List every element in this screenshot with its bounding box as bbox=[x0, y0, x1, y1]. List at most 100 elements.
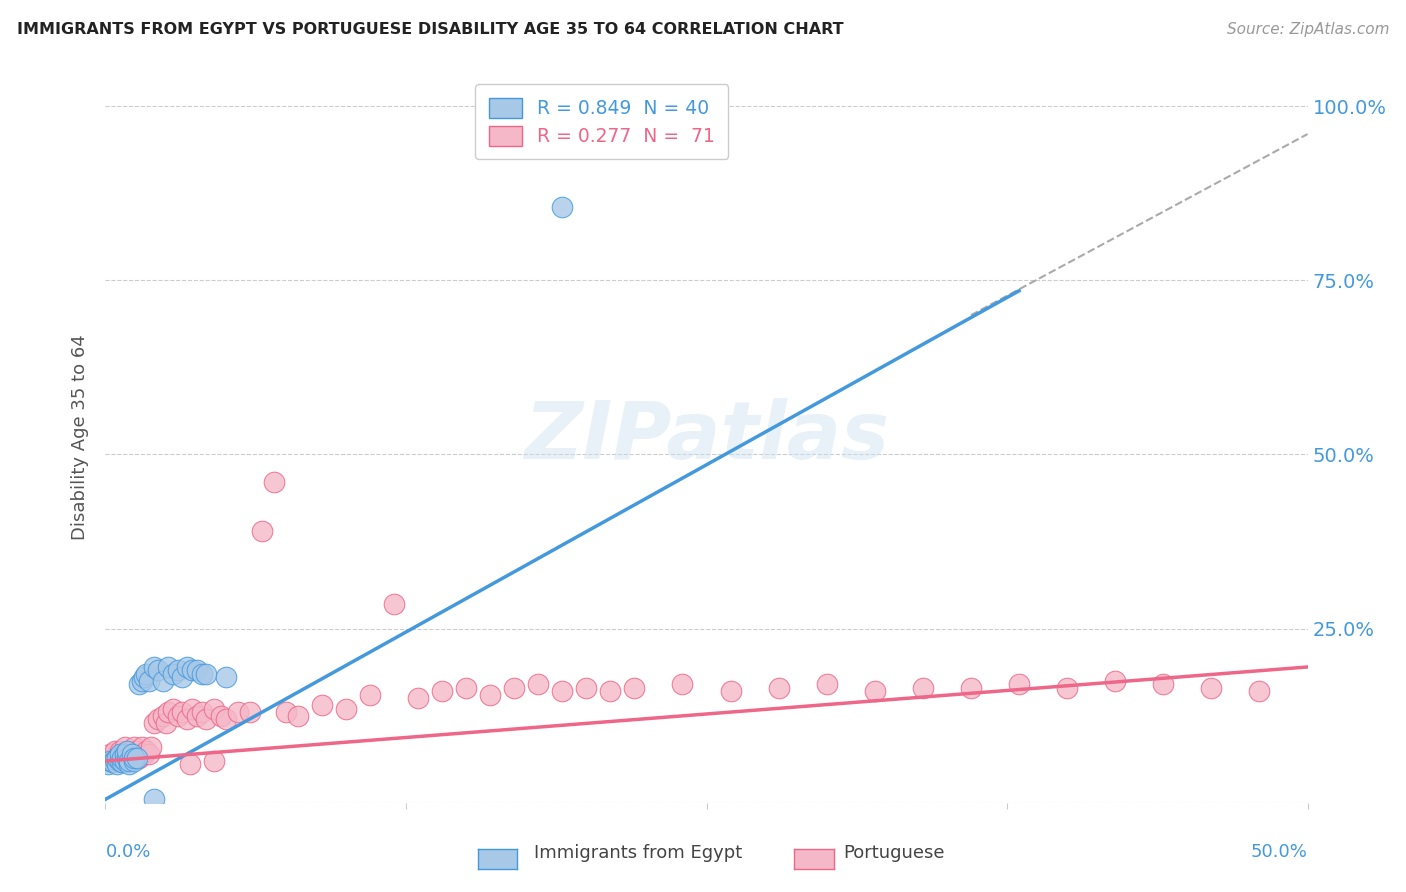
Point bbox=[202, 702, 225, 716]
Point bbox=[623, 681, 645, 695]
Point bbox=[108, 747, 131, 761]
Point bbox=[107, 754, 129, 768]
Point bbox=[111, 756, 134, 770]
Point bbox=[454, 681, 477, 695]
Point bbox=[118, 754, 141, 768]
Text: 50.0%: 50.0% bbox=[1251, 843, 1308, 861]
Point bbox=[190, 705, 212, 719]
Legend: R = 0.849  N = 40, R = 0.277  N =  71: R = 0.849 N = 40, R = 0.277 N = 71 bbox=[475, 85, 728, 159]
Y-axis label: Disability Age 35 to 64: Disability Age 35 to 64 bbox=[72, 334, 90, 540]
Point bbox=[335, 702, 357, 716]
Point bbox=[131, 740, 153, 755]
Point bbox=[287, 708, 309, 723]
Point bbox=[209, 708, 232, 723]
Point bbox=[1056, 681, 1078, 695]
Point bbox=[121, 747, 143, 761]
Point bbox=[107, 757, 129, 772]
Point bbox=[162, 702, 184, 716]
Point bbox=[768, 681, 790, 695]
Point bbox=[115, 750, 138, 764]
Point bbox=[138, 747, 160, 761]
Point bbox=[575, 681, 598, 695]
Point bbox=[124, 754, 146, 768]
Point bbox=[479, 688, 502, 702]
Point bbox=[176, 712, 198, 726]
Point bbox=[114, 754, 136, 768]
Point bbox=[111, 750, 134, 764]
Point bbox=[551, 684, 574, 698]
Point bbox=[111, 747, 134, 761]
Point bbox=[107, 750, 129, 764]
Point bbox=[190, 667, 212, 681]
Point bbox=[599, 684, 621, 698]
Point bbox=[359, 688, 381, 702]
Point bbox=[911, 681, 934, 695]
Point bbox=[1201, 681, 1223, 695]
Point bbox=[503, 681, 526, 695]
Point bbox=[104, 753, 127, 767]
Point bbox=[97, 757, 120, 772]
Point bbox=[139, 740, 162, 755]
Point bbox=[311, 698, 333, 713]
Point bbox=[863, 684, 886, 698]
Point bbox=[125, 743, 148, 757]
Point bbox=[132, 670, 155, 684]
Point bbox=[104, 743, 127, 757]
Point bbox=[114, 740, 136, 755]
Point bbox=[186, 664, 208, 678]
Point bbox=[108, 750, 131, 764]
Point bbox=[148, 664, 170, 678]
Point bbox=[118, 747, 141, 761]
Point bbox=[142, 792, 165, 806]
Text: 0.0%: 0.0% bbox=[105, 843, 150, 861]
Point bbox=[125, 750, 148, 764]
Point bbox=[114, 754, 136, 768]
Point bbox=[179, 757, 201, 772]
Point bbox=[181, 702, 204, 716]
Point bbox=[1104, 673, 1126, 688]
Point bbox=[152, 708, 174, 723]
Point bbox=[142, 715, 165, 730]
Point bbox=[152, 673, 174, 688]
Point bbox=[166, 664, 188, 678]
Point bbox=[195, 712, 218, 726]
Point bbox=[98, 754, 121, 768]
Point bbox=[98, 747, 121, 761]
Point bbox=[671, 677, 693, 691]
Point bbox=[239, 705, 262, 719]
Point bbox=[108, 743, 131, 757]
Point bbox=[527, 677, 550, 691]
Point bbox=[121, 747, 143, 761]
Point bbox=[250, 524, 273, 538]
Point bbox=[1249, 684, 1271, 698]
Point bbox=[132, 747, 155, 761]
Point bbox=[101, 750, 124, 764]
Point bbox=[1152, 677, 1174, 691]
Point bbox=[274, 705, 297, 719]
Point bbox=[263, 475, 285, 490]
Point bbox=[131, 673, 153, 688]
Point bbox=[155, 715, 177, 730]
Point bbox=[202, 754, 225, 768]
Point bbox=[214, 670, 236, 684]
Point bbox=[172, 705, 194, 719]
Point bbox=[214, 712, 236, 726]
Point bbox=[138, 673, 160, 688]
Point bbox=[148, 712, 170, 726]
Point bbox=[114, 747, 136, 761]
Point bbox=[101, 756, 124, 770]
Text: ZIPatlas: ZIPatlas bbox=[524, 398, 889, 476]
Point bbox=[406, 691, 429, 706]
Point bbox=[226, 705, 249, 719]
Point bbox=[815, 677, 838, 691]
Text: Portuguese: Portuguese bbox=[844, 844, 945, 862]
Point bbox=[142, 660, 165, 674]
Point bbox=[430, 684, 453, 698]
Point bbox=[551, 200, 574, 214]
Text: IMMIGRANTS FROM EGYPT VS PORTUGUESE DISABILITY AGE 35 TO 64 CORRELATION CHART: IMMIGRANTS FROM EGYPT VS PORTUGUESE DISA… bbox=[17, 22, 844, 37]
Point bbox=[135, 667, 157, 681]
Point bbox=[128, 677, 150, 691]
Text: Source: ZipAtlas.com: Source: ZipAtlas.com bbox=[1226, 22, 1389, 37]
Point bbox=[115, 743, 138, 757]
Point bbox=[172, 670, 194, 684]
